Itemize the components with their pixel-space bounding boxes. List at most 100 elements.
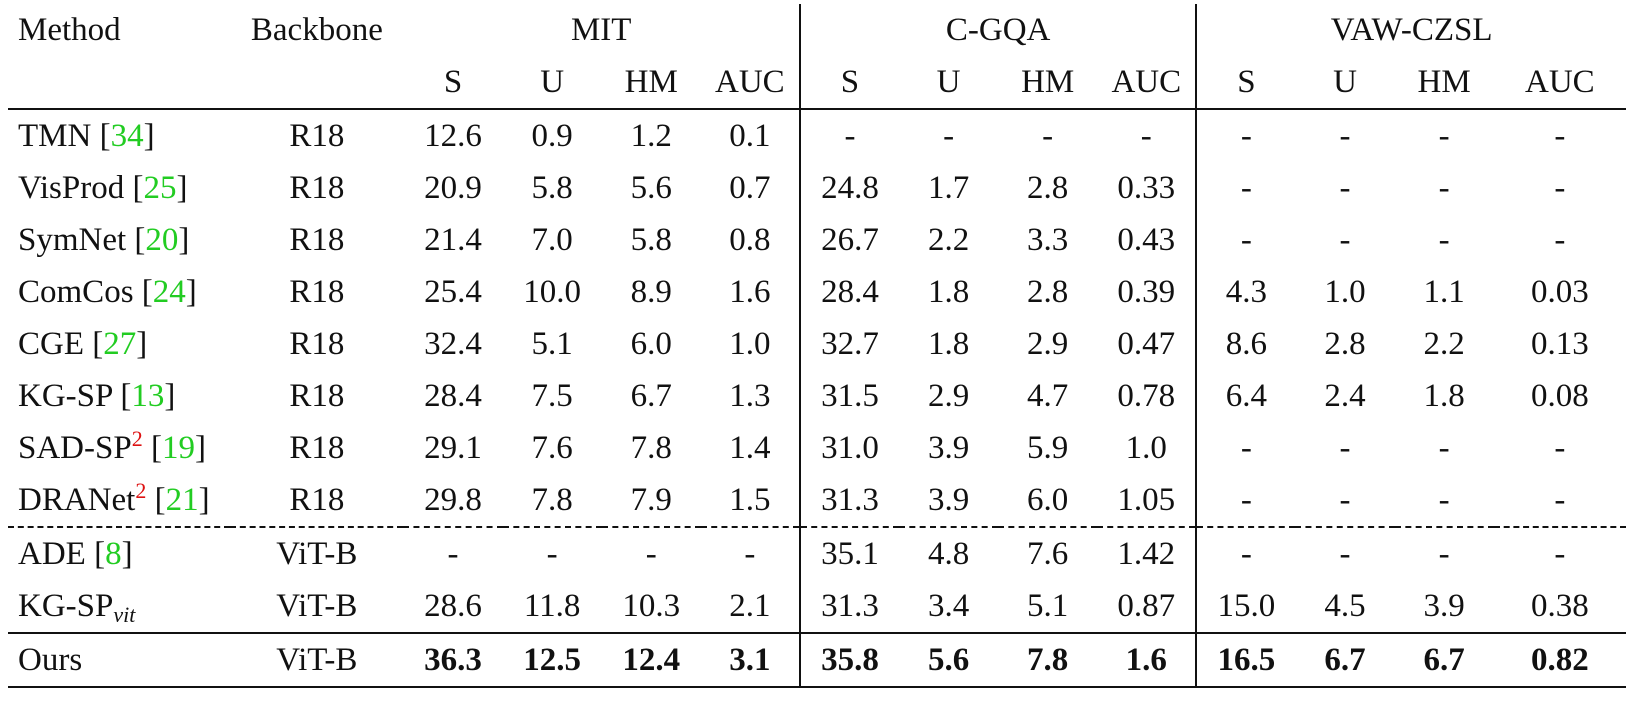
value-cell: - xyxy=(1339,481,1351,518)
method-cell: VisProd [25] xyxy=(8,162,230,214)
value-cell: 4.8 xyxy=(899,526,999,580)
value-cell: 31.3 xyxy=(821,481,879,518)
value-cell: 7.8 xyxy=(630,429,672,466)
table-row: CGE [27] R18 32.4 5.1 6.0 1.0 32.7 1.8 2.9 0.47 8.… xyxy=(8,318,1626,370)
backbone-cell: R18 xyxy=(289,429,345,466)
method-name: KG-SP xyxy=(18,377,113,414)
value-cell: 8.9 xyxy=(630,273,672,310)
value-cell: 0.03 xyxy=(1530,273,1589,310)
backbone-cell: ViT-B xyxy=(230,526,404,580)
value-cell: 25.4 xyxy=(424,273,482,310)
method-cell: DRANet2 [21] xyxy=(8,474,230,527)
value-cell: - xyxy=(1339,429,1351,466)
citation-link[interactable]: 24 xyxy=(152,273,186,310)
value-cell: 28.4 xyxy=(821,273,879,310)
value-cell: 0.8 xyxy=(700,214,801,266)
value-cell: 2.9 xyxy=(1027,325,1069,362)
value-cell: 5.6 xyxy=(899,632,999,688)
dataset-header-cgqa: C-GQA xyxy=(799,4,1198,56)
value-cell: 29.1 xyxy=(424,429,482,466)
table-row: Ours ViT-B 36.3 12.5 12.4 3.1 35.8 5.6 7.8 1.6 16.… xyxy=(8,632,1626,688)
value-cell: 5.6 xyxy=(630,169,672,206)
citation-link[interactable]: 13 xyxy=(131,377,165,414)
value-cell: 1.5 xyxy=(700,474,801,527)
value-cell: 24.8 xyxy=(821,169,879,206)
backbone-cell: R18 xyxy=(289,221,345,258)
value-cell: 0.13 xyxy=(1530,325,1589,362)
value-cell: 10.3 xyxy=(622,587,681,624)
citation-link[interactable]: 20 xyxy=(145,221,179,258)
value-cell: 2.2 xyxy=(1423,325,1465,362)
value-cell: 31.3 xyxy=(821,587,879,624)
value-cell: 35.1 xyxy=(799,526,900,580)
table-row: SymNet [20] R18 21.4 7.0 5.8 0.8 26.7 2.2 3.3 0.4… xyxy=(8,214,1626,266)
value-cell: 1.8 xyxy=(1423,377,1465,414)
value-cell: - xyxy=(1438,481,1450,518)
header-row-metrics: S U HM AUC S U HM AUC S U HM AUC xyxy=(8,56,1626,110)
citation-link[interactable]: 21 xyxy=(165,481,199,518)
value-cell: 7.0 xyxy=(531,221,573,258)
metric-header: HM xyxy=(601,56,701,110)
value-cell: 3.4 xyxy=(927,587,970,624)
value-cell: 4.5 xyxy=(1324,587,1366,624)
value-cell: 6.7 xyxy=(1394,632,1494,688)
value-cell: 2.8 xyxy=(1324,325,1366,362)
value-cell: - xyxy=(1554,169,1566,206)
method-cell: KG-SPvit xyxy=(8,580,230,633)
citation-link[interactable]: 19 xyxy=(161,429,195,466)
value-cell: - xyxy=(502,526,602,580)
method-name: VisProd xyxy=(18,169,125,206)
value-cell: - xyxy=(700,526,801,580)
backbone-cell: R18 xyxy=(289,481,345,518)
value-cell: 0.78 xyxy=(1097,370,1198,422)
value-cell: 16.5 xyxy=(1196,632,1296,688)
citation-link[interactable]: 25 xyxy=(143,169,177,206)
value-cell: 6.0 xyxy=(1027,481,1069,518)
method-cell: CGE [27] xyxy=(8,318,230,370)
metric-header: HM xyxy=(1394,56,1494,110)
value-cell: - xyxy=(1554,481,1566,518)
citation: [20] xyxy=(126,221,190,258)
value-cell: - xyxy=(1554,429,1566,466)
backbone-cell: R18 xyxy=(289,273,345,310)
value-cell: - xyxy=(403,526,503,580)
metric-header: U xyxy=(1295,56,1395,110)
value-cell: 28.6 xyxy=(424,587,482,624)
citation: [25] xyxy=(124,169,188,206)
value-cell: - xyxy=(1438,429,1450,466)
value-cell: - xyxy=(844,117,856,154)
citation-link[interactable]: 27 xyxy=(103,325,137,362)
value-cell: - xyxy=(1339,221,1351,258)
value-cell: 0.1 xyxy=(700,109,801,162)
value-cell: 0.47 xyxy=(1097,318,1198,370)
citation-link[interactable]: 34 xyxy=(110,117,144,154)
value-cell: 10.0 xyxy=(523,273,581,310)
value-cell: 1.8 xyxy=(927,273,970,310)
citation-link[interactable]: 8 xyxy=(105,535,122,572)
value-cell: 1.3 xyxy=(700,370,801,422)
dataset-header-vaw-czsl: VAW-CZSL xyxy=(1330,11,1493,48)
value-cell: 7.6 xyxy=(998,526,1098,580)
header-row-datasets: Method Backbone MIT C-GQA VAW-CZSL xyxy=(8,4,1626,56)
value-cell: - xyxy=(1196,526,1296,580)
metric-header: S xyxy=(1196,56,1296,110)
value-cell: 1.05 xyxy=(1097,474,1198,527)
value-cell: 0.87 xyxy=(1097,580,1198,633)
metric-header: AUC xyxy=(1493,56,1626,110)
metric-header: U xyxy=(899,56,999,110)
value-cell: - xyxy=(1438,221,1450,258)
value-cell: 3.9 xyxy=(1423,587,1465,624)
value-cell: 1.0 xyxy=(700,318,801,370)
value-cell: - xyxy=(1240,117,1252,154)
footnote-mark: 2 xyxy=(131,425,143,451)
value-cell: 0.82 xyxy=(1493,632,1626,688)
citation: [13] xyxy=(112,377,176,414)
value-cell: 2.9 xyxy=(927,377,970,414)
method-cell: ComCos [24] xyxy=(8,266,230,318)
metric-header: HM xyxy=(998,56,1098,110)
value-cell: 5.9 xyxy=(1027,429,1069,466)
value-cell: 5.1 xyxy=(531,325,573,362)
value-cell: 6.0 xyxy=(630,325,672,362)
value-cell: 15.0 xyxy=(1217,587,1276,624)
method-name: SAD-SP xyxy=(18,429,132,466)
